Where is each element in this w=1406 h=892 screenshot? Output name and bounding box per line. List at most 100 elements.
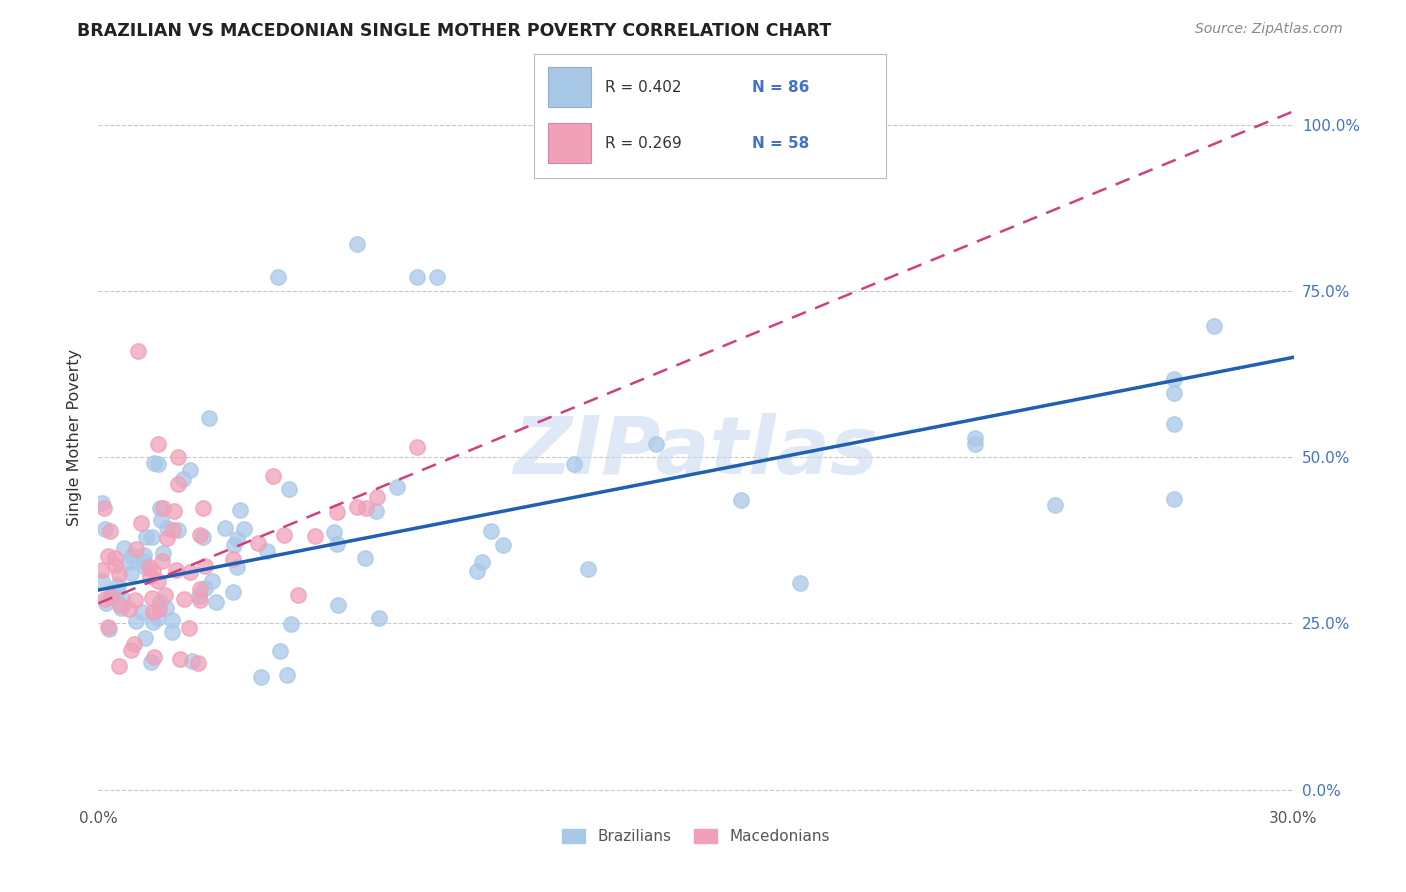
Point <box>789 575 811 590</box>
Point <box>153 588 176 602</box>
Point <box>205 594 228 608</box>
Point <box>105 584 128 599</box>
Point <box>110 598 132 612</box>
Point <box>277 482 299 496</box>
Point <box>201 574 224 588</box>
Point <box>142 605 165 619</box>
Point <box>107 577 129 591</box>
Point <box>323 524 346 539</box>
Point <box>152 545 174 559</box>
Point <box>385 480 408 494</box>
Point <box>162 504 184 518</box>
Text: ZIPatlas: ZIPatlas <box>513 413 879 491</box>
Point <box>426 270 449 285</box>
Point <box>1163 385 1185 400</box>
Point <box>492 538 515 552</box>
Point <box>326 598 349 612</box>
Point <box>963 431 986 445</box>
Point <box>94 592 117 607</box>
Point <box>104 551 127 566</box>
Point <box>368 611 391 625</box>
Point <box>125 614 148 628</box>
Point <box>122 637 145 651</box>
Point <box>142 564 165 578</box>
Y-axis label: Single Mother Poverty: Single Mother Poverty <box>67 349 83 525</box>
Point <box>225 559 247 574</box>
Point <box>148 457 170 471</box>
Point <box>149 500 172 515</box>
Point <box>406 440 429 454</box>
Text: BRAZILIAN VS MACEDONIAN SINGLE MOTHER POVERTY CORRELATION CHART: BRAZILIAN VS MACEDONIAN SINGLE MOTHER PO… <box>77 22 831 40</box>
Point <box>346 500 368 515</box>
Point <box>246 535 269 549</box>
Point <box>142 456 165 470</box>
Point <box>98 524 121 538</box>
Point <box>1163 372 1185 386</box>
Point <box>730 492 752 507</box>
Point <box>149 595 172 609</box>
Point <box>406 270 429 285</box>
Point <box>94 596 117 610</box>
Point <box>141 530 163 544</box>
Point <box>121 549 143 563</box>
Point <box>91 574 114 588</box>
Point <box>156 521 179 535</box>
Point <box>233 522 256 536</box>
Point <box>1163 417 1185 431</box>
Point <box>187 590 209 604</box>
Point <box>1202 318 1225 333</box>
Point <box>354 550 377 565</box>
Legend: Brazilians, Macedonians: Brazilians, Macedonians <box>555 822 837 850</box>
Point <box>150 554 173 568</box>
Point <box>181 653 204 667</box>
Point <box>139 569 162 583</box>
Point <box>645 436 668 450</box>
Point <box>152 500 174 515</box>
Point <box>197 411 219 425</box>
Text: R = 0.402: R = 0.402 <box>605 79 681 95</box>
Point <box>160 614 183 628</box>
Point <box>194 582 217 596</box>
Text: R = 0.269: R = 0.269 <box>605 136 682 151</box>
Point <box>224 538 246 552</box>
Point <box>354 500 377 515</box>
Point <box>1043 499 1066 513</box>
FancyBboxPatch shape <box>548 123 591 163</box>
Point <box>134 632 156 646</box>
Point <box>222 585 245 599</box>
Point <box>465 564 488 578</box>
Point <box>146 574 169 589</box>
Point <box>228 503 250 517</box>
Point <box>124 541 146 556</box>
Point <box>107 659 129 673</box>
Point <box>188 593 211 607</box>
Point <box>276 668 298 682</box>
Point <box>124 593 146 607</box>
Point <box>269 643 291 657</box>
Point <box>576 562 599 576</box>
Text: N = 58: N = 58 <box>752 136 810 151</box>
Point <box>114 541 136 556</box>
Point <box>190 528 212 542</box>
Point <box>148 436 170 450</box>
Point <box>173 592 195 607</box>
FancyBboxPatch shape <box>548 67 591 107</box>
Point <box>93 501 115 516</box>
Point <box>166 523 188 537</box>
Point <box>172 472 194 486</box>
Point <box>142 615 165 630</box>
Point <box>110 601 132 615</box>
Point <box>155 601 177 615</box>
Point <box>162 524 184 538</box>
Point <box>104 558 127 572</box>
Point <box>100 589 122 603</box>
Point <box>1163 492 1185 507</box>
Point <box>179 463 201 477</box>
Point <box>193 500 215 515</box>
Text: N = 86: N = 86 <box>752 79 810 95</box>
Point <box>98 622 121 636</box>
Point <box>108 566 131 581</box>
Point <box>134 560 156 574</box>
Point <box>169 652 191 666</box>
Point <box>179 565 201 579</box>
